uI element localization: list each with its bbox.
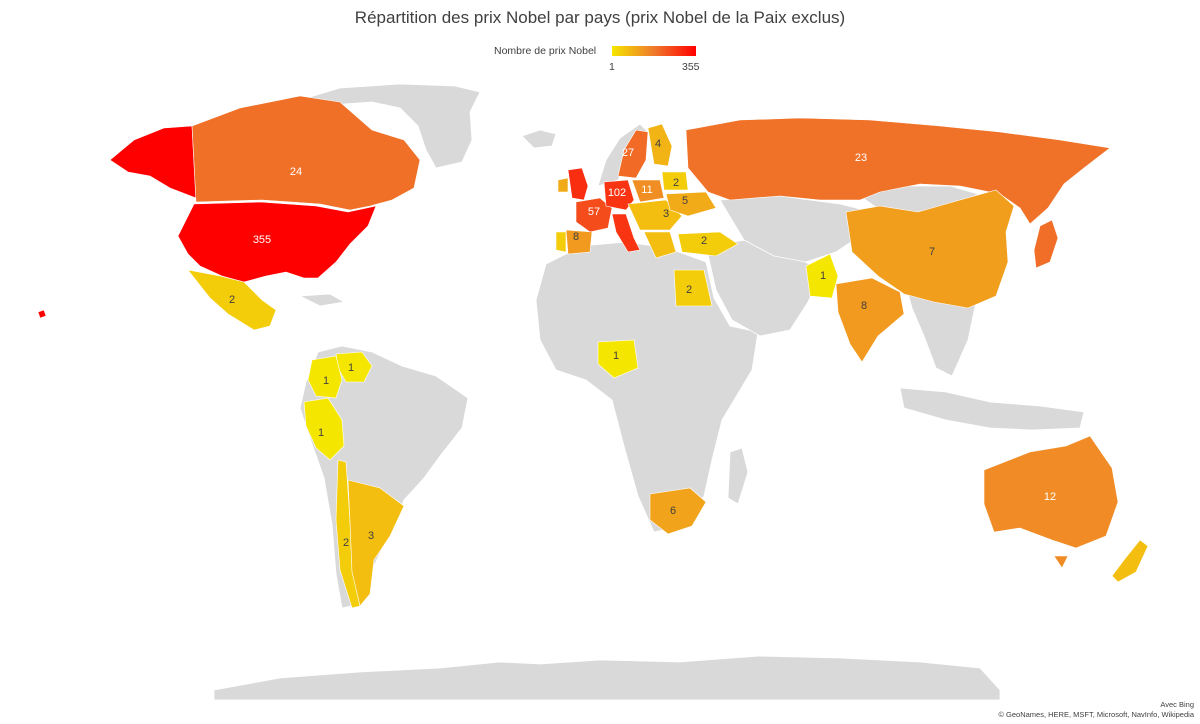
legend-color-scale <box>612 46 696 56</box>
region-italy <box>611 213 641 253</box>
iceland-land <box>521 129 557 149</box>
region-india <box>835 277 905 363</box>
label-chile: 2 <box>343 537 349 549</box>
label-russia: 23 <box>855 152 867 164</box>
region-france <box>575 197 613 233</box>
map-attribution: Avec Bing © GeoNames, HERE, MSFT, Micros… <box>998 700 1194 720</box>
label-china: 7 <box>929 246 935 258</box>
region-turkey <box>677 231 739 257</box>
label-sweden: 27 <box>622 147 634 159</box>
region-sweden <box>617 129 649 179</box>
madagascar-land <box>727 447 749 505</box>
label-pakistan: 1 <box>820 270 826 282</box>
region-mexico <box>187 269 277 331</box>
label-canada: 24 <box>290 166 302 178</box>
region-china <box>845 189 1015 309</box>
map-title: Répartition des prix Nobel par pays (pri… <box>354 8 846 27</box>
label-turkey: 2 <box>701 235 707 247</box>
region-south-africa <box>649 487 707 535</box>
region-ukraine <box>665 191 717 217</box>
label-australia: 12 <box>1044 491 1056 503</box>
legend-min-value: 1 <box>609 61 615 73</box>
legend-title: Nombre de prix Nobel <box>494 45 597 57</box>
label-colombia: 1 <box>323 375 329 387</box>
region-hawaii <box>37 309 47 319</box>
label-mexico: 2 <box>229 294 235 306</box>
attribution-line-1: Avec Bing <box>1160 700 1194 709</box>
region-balkans <box>643 231 677 259</box>
label-usa: 355 <box>253 234 271 246</box>
label-egypt: 2 <box>686 284 692 296</box>
region-ireland <box>557 177 569 193</box>
region-baltics <box>661 171 689 191</box>
legend: Nombre de prix Nobel 1 355 <box>494 44 734 76</box>
region-japan <box>1033 219 1059 269</box>
caribbean-land <box>298 293 346 307</box>
region-finland <box>647 123 673 167</box>
region-russia <box>685 117 1111 225</box>
region-canada <box>191 95 421 211</box>
region-alaska <box>109 125 197 199</box>
label-poland: 11 <box>641 184 652 196</box>
africa-land <box>535 241 759 533</box>
region-uk <box>567 167 589 201</box>
region-central-europe <box>627 199 683 231</box>
region-australia <box>983 435 1119 549</box>
indonesia-land <box>899 387 1085 431</box>
label-venezuela: 1 <box>348 362 354 374</box>
region-nigeria <box>597 339 639 379</box>
label-france: 57 <box>588 206 600 218</box>
central-asia-land <box>719 195 873 263</box>
region-poland <box>631 179 665 203</box>
label-nigeria: 1 <box>613 350 619 362</box>
label-germany: 102 <box>608 187 626 199</box>
label-south-africa: 6 <box>670 505 676 517</box>
region-tasmania <box>1053 555 1069 569</box>
region-egypt <box>673 269 713 307</box>
greenland-land <box>298 83 481 169</box>
region-colombia <box>307 355 343 399</box>
label-argentina: 3 <box>368 530 374 542</box>
label-ukraine: 5 <box>682 195 688 207</box>
label-finland: 4 <box>655 138 661 150</box>
region-new-zealand <box>1111 539 1149 583</box>
label-hungary: 3 <box>663 208 669 220</box>
region-argentina <box>347 479 405 607</box>
attribution-line-2: © GeoNames, HERE, MSFT, Microsoft, NavIn… <box>998 710 1194 719</box>
legend-max-value: 355 <box>682 61 700 73</box>
region-usa <box>177 201 377 283</box>
region-peru <box>303 397 345 461</box>
label-spain: 8 <box>573 231 579 243</box>
antarctica-land <box>213 655 1001 701</box>
label-india: 8 <box>861 300 867 312</box>
label-peru: 1 <box>318 427 324 439</box>
region-pakistan <box>805 253 839 299</box>
label-baltics: 2 <box>673 177 679 189</box>
region-portugal <box>555 231 567 253</box>
region-spain <box>565 229 593 255</box>
